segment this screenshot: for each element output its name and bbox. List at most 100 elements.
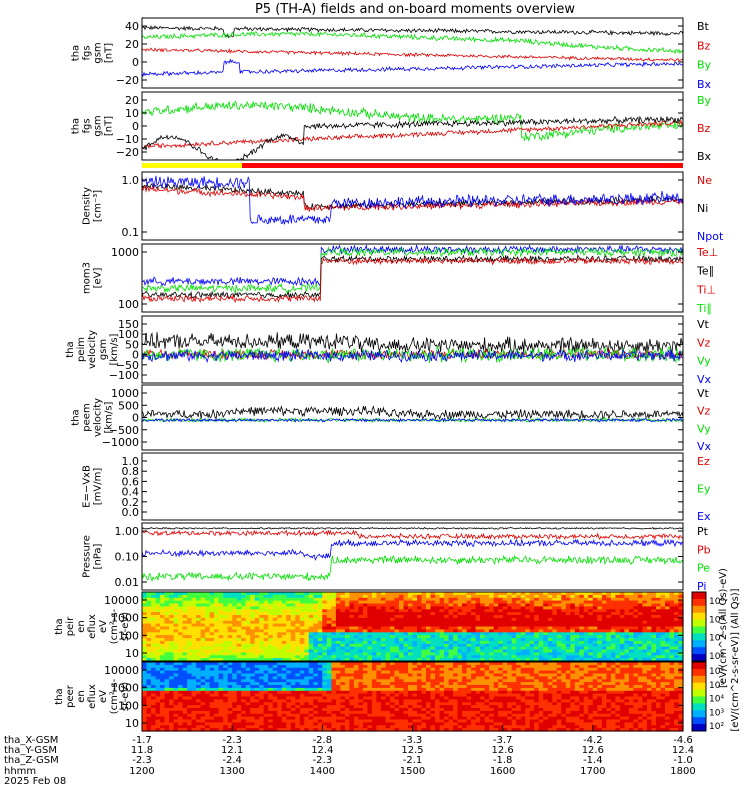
spectrogram-cell	[534, 646, 540, 651]
spectrogram-cell	[371, 629, 377, 633]
spectrogram-cell	[146, 649, 152, 653]
spectrogram-cell	[588, 592, 594, 596]
spectrogram-cell	[214, 719, 220, 723]
spectrogram-cell	[182, 615, 188, 619]
spectrogram-cell	[439, 635, 445, 639]
spectrogram-cell	[538, 646, 544, 651]
spectrogram-cell	[349, 609, 355, 613]
spectrogram-cell	[200, 693, 206, 698]
spectrogram-cell	[480, 623, 486, 628]
spectrogram-cell	[232, 725, 238, 729]
spectrogram-cell	[385, 615, 391, 619]
spectrogram-cell	[286, 722, 292, 726]
spectrogram-cell	[660, 617, 666, 622]
spectrogram-cell	[304, 713, 310, 718]
spectrogram-cell	[674, 603, 680, 607]
spectrogram-cell	[187, 612, 193, 616]
spectrogram-cell	[475, 708, 481, 712]
spectrogram-cell	[502, 623, 508, 628]
spectrogram-cell	[331, 687, 337, 692]
spectrogram-cell	[565, 600, 571, 605]
spectrogram-cell	[624, 600, 630, 605]
spectrogram-cell	[656, 643, 662, 648]
spectrogram-cell	[187, 699, 193, 703]
spectrogram-cell	[394, 702, 400, 706]
spectrogram-cell	[660, 646, 666, 651]
spectrogram-cell	[570, 623, 576, 628]
spectrogram-cell	[340, 716, 346, 721]
spectrogram-cell	[227, 679, 233, 683]
spectrogram-cell	[462, 600, 468, 605]
spectrogram-cell	[173, 696, 179, 700]
spectrogram-cell	[430, 690, 436, 695]
spectrogram-cell	[187, 606, 193, 610]
spectrogram-cell	[263, 687, 269, 692]
spectrogram-cell	[295, 655, 301, 659]
y-tick-label: 150	[118, 318, 139, 331]
spectrogram-cell	[326, 655, 332, 659]
spectrogram-cell	[615, 594, 621, 599]
spectrogram-cell	[250, 643, 256, 648]
spectrogram-cell	[367, 620, 373, 625]
spectrogram-cell	[552, 649, 558, 653]
spectrogram-cell	[570, 652, 576, 656]
spectrogram-cell	[471, 719, 477, 723]
spectrogram-cell	[299, 670, 305, 675]
spectrogram-cell	[376, 708, 382, 712]
spectrogram-cell	[254, 600, 260, 605]
spectrogram-cell	[160, 685, 166, 689]
spectrogram-cell	[592, 612, 598, 616]
spectrogram-cell	[317, 716, 323, 721]
spectrogram-cell	[484, 615, 490, 619]
spectrogram-cell	[592, 626, 598, 630]
spectrogram-cell	[218, 713, 224, 718]
spectrogram-cell	[254, 676, 260, 680]
spectrogram-cell	[498, 629, 504, 633]
spectrogram-cell	[173, 640, 179, 645]
spectrogram-cell	[421, 667, 427, 672]
spectrogram-cell	[142, 640, 148, 645]
spectrogram-cell	[223, 664, 229, 669]
spectrogram-cell	[313, 594, 319, 599]
spectrogram-cell	[299, 629, 305, 633]
spectrogram-cell	[619, 623, 625, 628]
spectrogram-cell	[385, 705, 391, 709]
spectrogram-cell	[178, 699, 184, 703]
spectrogram-cell	[421, 592, 427, 596]
spectrogram-cell	[390, 623, 396, 628]
spectrogram-cell	[218, 629, 224, 633]
spectrogram-cell	[417, 615, 423, 619]
spectrogram-cell	[633, 603, 639, 607]
spectrogram-cell	[353, 643, 359, 648]
spectrogram-cell	[236, 632, 242, 636]
spectrogram-cell	[439, 629, 445, 633]
spectrogram-cell	[362, 685, 368, 689]
spectrogram-cell	[191, 592, 197, 596]
spectrogram-cell	[453, 612, 459, 616]
spectrogram-cell	[403, 592, 409, 596]
spectrogram-cell	[263, 649, 269, 653]
y-tick-label: 0	[132, 120, 139, 133]
spectrogram-cell	[502, 638, 508, 642]
spectrogram-cell	[313, 649, 319, 653]
spectrogram-cell	[547, 609, 553, 613]
spectrogram-cell	[385, 592, 391, 596]
spectrogram-cell	[426, 609, 432, 613]
spectrogram-cell	[489, 696, 495, 700]
spectrogram-cell	[507, 594, 513, 599]
spectrogram-cell	[272, 719, 278, 723]
legend-entry: Bz	[697, 122, 711, 135]
spectrogram-cell	[448, 652, 454, 656]
legend-entry: Vx	[697, 373, 712, 386]
spectrogram-cell	[308, 617, 314, 622]
spectrogram-cell	[426, 626, 432, 630]
spectrogram-cell	[466, 606, 472, 610]
spectrogram-cell	[453, 640, 459, 645]
spectrogram-cell	[169, 670, 175, 675]
spectrogram-cell	[250, 710, 256, 715]
spectrogram-cell	[308, 655, 314, 659]
spectrogram-cell	[471, 643, 477, 648]
spectrogram-cell	[385, 662, 391, 666]
spectrogram-cell	[313, 705, 319, 709]
spectrogram-cell	[362, 722, 368, 726]
